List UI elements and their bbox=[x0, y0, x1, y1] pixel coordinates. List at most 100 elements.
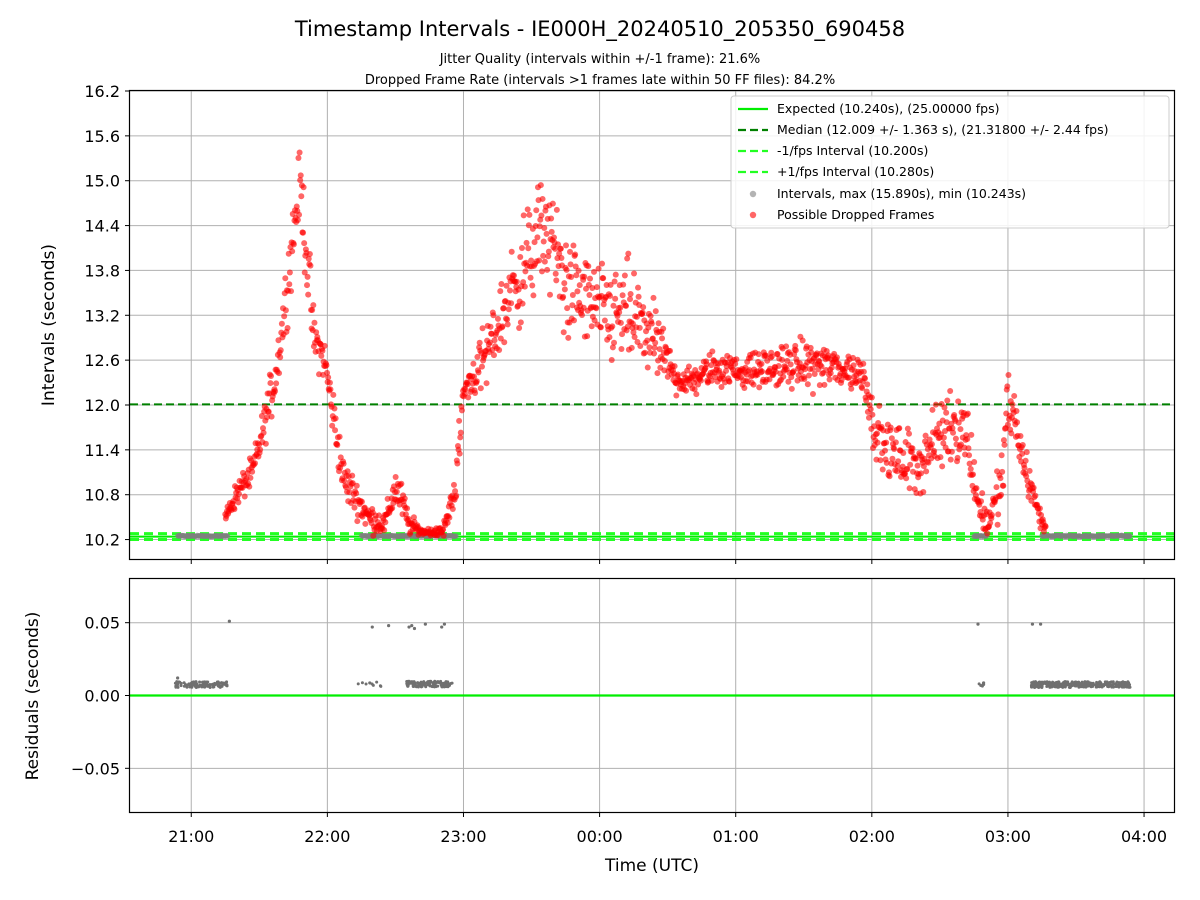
residual-point bbox=[1070, 681, 1074, 685]
dropped-frame-point bbox=[499, 323, 506, 330]
residual-point bbox=[412, 626, 417, 631]
dropped-frame-point bbox=[410, 514, 417, 521]
dropped-frame-point bbox=[883, 439, 890, 446]
residual-point bbox=[982, 681, 986, 685]
residual-point bbox=[1068, 684, 1072, 688]
dropped-frame-point bbox=[549, 200, 556, 207]
dropped-frame-point bbox=[296, 211, 303, 218]
residual-point bbox=[446, 685, 450, 689]
dropped-frame-point bbox=[675, 371, 682, 378]
dropped-frame-point bbox=[518, 245, 525, 252]
dropped-frame-point bbox=[505, 306, 512, 313]
dropped-frame-point bbox=[833, 354, 840, 361]
dropped-frame-point bbox=[607, 292, 614, 299]
residual-point bbox=[442, 685, 446, 689]
dropped-frame-point bbox=[849, 354, 856, 361]
dropped-frame-point bbox=[1004, 383, 1011, 390]
dropped-frame-point bbox=[618, 346, 625, 353]
dropped-frame-point bbox=[1004, 421, 1011, 428]
residual-point bbox=[440, 625, 444, 629]
dropped-frame-point bbox=[1005, 372, 1012, 379]
dropped-frame-point bbox=[1019, 441, 1026, 448]
dropped-frame-point bbox=[575, 267, 582, 274]
residual-point bbox=[431, 681, 435, 685]
dropped-frame-point bbox=[382, 519, 389, 526]
dropped-frame-point bbox=[790, 368, 797, 375]
dropped-frame-point bbox=[525, 222, 532, 229]
dropped-frame-point bbox=[523, 239, 530, 246]
dropped-frame-point bbox=[585, 263, 592, 270]
dropped-frame-point bbox=[617, 304, 624, 311]
residual-point bbox=[217, 682, 221, 686]
dropped-frame-point bbox=[567, 261, 574, 268]
dropped-frame-point bbox=[494, 315, 501, 322]
legend-swatch-intervals bbox=[749, 190, 757, 198]
dropped-frame-point bbox=[987, 520, 994, 527]
residual-point bbox=[448, 682, 452, 686]
dropped-frame-point bbox=[541, 258, 548, 265]
dropped-frame-point bbox=[500, 305, 507, 312]
legend-label-intervals: Intervals, max (15.890s), min (10.243s) bbox=[777, 186, 1026, 201]
dropped-frame-point bbox=[293, 203, 300, 210]
dropped-frame-point bbox=[554, 241, 561, 248]
dropped-frame-point bbox=[774, 350, 781, 357]
dropped-frame-point bbox=[449, 505, 456, 512]
dropped-frame-point bbox=[882, 447, 889, 454]
dropped-frame-point bbox=[860, 368, 867, 375]
dropped-frame-point bbox=[561, 280, 568, 287]
residual-point bbox=[1061, 685, 1065, 689]
residual-point bbox=[1079, 684, 1083, 688]
dropped-frame-point bbox=[988, 511, 995, 518]
residual-point bbox=[211, 685, 215, 689]
dropped-frame-point bbox=[504, 316, 511, 323]
dropped-frame-point bbox=[659, 335, 666, 342]
dropped-frame-point bbox=[264, 414, 271, 421]
dropped-frame-point bbox=[912, 455, 919, 462]
dropped-frame-point bbox=[775, 363, 782, 370]
legend-item-minus: -1/fps Interval (10.200s) bbox=[738, 143, 928, 158]
dropped-frame-point bbox=[994, 521, 1001, 528]
residual-point bbox=[224, 681, 228, 685]
dropped-frame-point bbox=[453, 492, 460, 499]
dropped-frame-point bbox=[599, 260, 606, 267]
dropped-frame-point bbox=[708, 362, 715, 369]
dropped-frame-point bbox=[966, 452, 973, 459]
dropped-frame-point bbox=[995, 511, 1002, 518]
dropped-frame-point bbox=[304, 273, 311, 280]
dropped-frame-point bbox=[838, 377, 845, 384]
chart-subtitle-jitter: Jitter Quality (intervals within +/-1 fr… bbox=[439, 52, 761, 67]
dropped-frame-point bbox=[479, 325, 486, 332]
residual-point bbox=[434, 680, 438, 684]
dropped-frame-point bbox=[624, 255, 631, 262]
dropped-frame-point bbox=[619, 331, 626, 338]
dropped-frame-point bbox=[944, 397, 951, 404]
dropped-frame-point bbox=[537, 182, 544, 189]
dropped-frame-point bbox=[477, 385, 484, 392]
dropped-frame-point bbox=[755, 351, 762, 358]
dropped-frame-point bbox=[573, 272, 580, 279]
residual-point bbox=[364, 682, 368, 686]
dropped-frame-point bbox=[627, 296, 634, 303]
bottom-panel: −0.05 0.00 0.05 21:00 22:00 23:00 00:00 01:00 0… bbox=[23, 577, 1176, 876]
residual-point bbox=[370, 625, 374, 629]
residual-point bbox=[203, 685, 207, 689]
residual-point bbox=[405, 680, 409, 684]
dropped-frame-point bbox=[569, 302, 576, 309]
x-tick-label: 01:00 bbox=[713, 827, 759, 846]
dropped-frame-point bbox=[389, 505, 396, 512]
dropped-frame-point bbox=[572, 251, 579, 258]
residual-point bbox=[1065, 681, 1069, 685]
dropped-frame-point bbox=[772, 368, 779, 375]
dropped-frame-point bbox=[268, 413, 275, 420]
dropped-frame-point bbox=[943, 419, 950, 426]
dropped-frame-point bbox=[457, 429, 464, 436]
dropped-frame-point bbox=[609, 323, 616, 330]
dropped-frame-point bbox=[892, 439, 899, 446]
dropped-frame-point bbox=[861, 375, 868, 382]
dropped-frame-point bbox=[654, 370, 661, 377]
chart-title: Timestamp Intervals - IE000H_20240510_20… bbox=[294, 17, 905, 42]
interval-point bbox=[225, 533, 231, 539]
dropped-frame-point bbox=[641, 349, 648, 356]
residual-point bbox=[208, 683, 212, 687]
dropped-frame-point bbox=[644, 337, 651, 344]
